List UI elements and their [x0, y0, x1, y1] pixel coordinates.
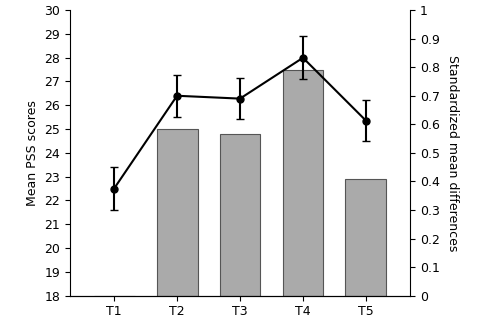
Bar [346, 179, 387, 296]
Y-axis label: Standardized mean differences: Standardized mean differences [446, 55, 459, 251]
Bar [156, 129, 198, 296]
Y-axis label: Mean PSS scores: Mean PSS scores [26, 100, 39, 206]
Bar [282, 70, 324, 296]
Bar [220, 134, 260, 296]
